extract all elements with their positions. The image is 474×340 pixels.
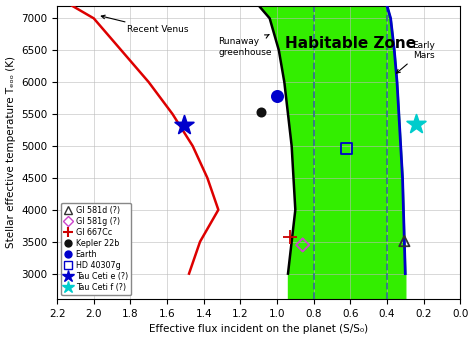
Point bbox=[299, 242, 307, 248]
Point bbox=[180, 122, 187, 128]
Point bbox=[412, 122, 420, 127]
Text: Recent Venus: Recent Venus bbox=[101, 15, 188, 34]
X-axis label: Effective flux incident on the planet (S/S₀): Effective flux incident on the planet (S… bbox=[149, 324, 368, 335]
Legend: Gl 581d (?), Gl 581g (?), Gl 667Cc, Kepler 22b, Earth, HD 40307g, Tau Ceti e (?): Gl 581d (?), Gl 581g (?), Gl 667Cc, Kepl… bbox=[61, 203, 131, 295]
Point bbox=[401, 238, 408, 244]
Point bbox=[343, 146, 350, 151]
Point bbox=[257, 109, 264, 114]
Text: Early
Mars: Early Mars bbox=[396, 40, 435, 73]
Text: Runaway
greenhouse: Runaway greenhouse bbox=[219, 35, 272, 57]
Point bbox=[273, 94, 281, 99]
Y-axis label: Stellar effective temperature Tₑₒₒ (K): Stellar effective temperature Tₑₒₒ (K) bbox=[6, 56, 16, 248]
Point bbox=[286, 234, 293, 239]
Text: Habitable Zone: Habitable Zone bbox=[285, 36, 416, 51]
